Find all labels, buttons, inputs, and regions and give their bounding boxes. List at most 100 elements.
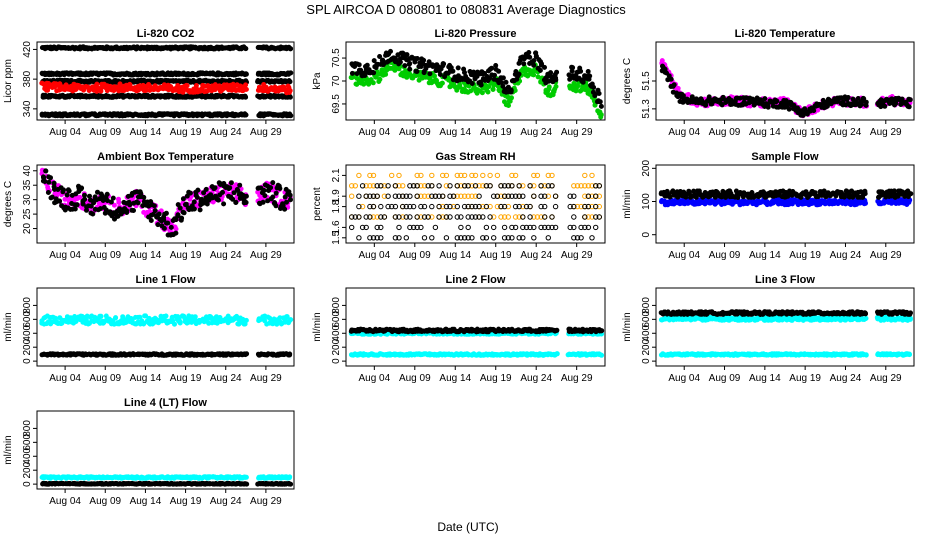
x-tick-label: Aug 19 <box>480 250 512 261</box>
series-black <box>39 351 293 358</box>
data-point <box>508 95 514 101</box>
data-point <box>287 352 293 358</box>
data-point <box>243 200 249 206</box>
data-point <box>168 224 174 230</box>
x-tick-label: Aug 04 <box>49 373 81 384</box>
series-ref-low <box>39 111 294 119</box>
data-point <box>66 188 72 194</box>
data-point <box>429 235 435 241</box>
x-tick-label: Aug 29 <box>870 250 902 261</box>
data-point <box>593 224 599 231</box>
data-points <box>659 58 913 119</box>
x-tick-label: Aug 24 <box>210 250 242 261</box>
data-point <box>356 193 362 199</box>
data-point <box>163 313 169 319</box>
data-point <box>587 73 593 79</box>
x-tick-label: Aug 19 <box>170 250 202 261</box>
data-point <box>364 62 370 68</box>
data-point <box>585 69 591 75</box>
data-point <box>404 52 410 58</box>
data-point <box>262 193 268 199</box>
x-tick-label: Aug 04 <box>49 127 81 138</box>
panel-title: Li-820 CO2 <box>137 28 194 40</box>
data-point <box>243 112 249 118</box>
data-point <box>841 194 847 200</box>
data-point <box>762 96 768 102</box>
data-point <box>51 180 57 186</box>
data-point <box>426 75 432 81</box>
x-tick-label: Aug 24 <box>520 250 552 261</box>
x-tick-label: Aug 09 <box>89 250 121 261</box>
data-point <box>180 196 186 202</box>
y-tick-label: 800 <box>22 297 33 314</box>
data-point <box>407 66 413 72</box>
y-axis-label: percent <box>312 187 323 221</box>
x-tick-label: Aug 09 <box>709 127 741 138</box>
data-point <box>243 94 249 100</box>
x-tick-label: Aug 14 <box>130 373 162 384</box>
x-tick-label: Aug 29 <box>561 250 593 261</box>
data-point <box>429 172 435 179</box>
data-point <box>589 172 595 179</box>
data-point <box>541 64 547 70</box>
y-tick-label: 35 <box>22 179 33 191</box>
x-tick-label: Aug 14 <box>749 127 781 138</box>
data-point <box>668 76 674 82</box>
data-point <box>552 203 559 210</box>
data-point <box>161 225 167 231</box>
series-ref-upper <box>39 70 294 78</box>
data-point <box>377 76 383 82</box>
data-point <box>597 99 603 105</box>
data-point <box>496 68 502 74</box>
data-point <box>138 191 144 197</box>
data-point <box>243 71 249 77</box>
data-point <box>786 106 792 112</box>
data-point <box>414 69 420 75</box>
data-point <box>573 88 579 94</box>
data-point <box>60 187 66 193</box>
data-point <box>455 65 461 71</box>
data-point <box>46 179 52 185</box>
data-point <box>531 235 537 241</box>
data-point <box>177 319 183 325</box>
data-point <box>508 88 514 94</box>
data-point <box>450 68 456 74</box>
data-point <box>287 88 293 94</box>
data-point <box>483 224 490 231</box>
data-point <box>441 61 447 67</box>
data-point <box>545 235 551 241</box>
x-tick-label: Aug 19 <box>480 127 512 138</box>
y-tick-label: 200 <box>641 160 652 177</box>
data-point <box>173 226 179 232</box>
data-point <box>671 82 677 88</box>
data-point <box>187 190 193 196</box>
data-point <box>277 186 283 192</box>
data-point <box>537 67 543 73</box>
data-point <box>243 82 249 88</box>
data-point <box>546 84 552 90</box>
data-point <box>432 224 439 231</box>
panel-title: Line 2 Flow <box>446 274 506 286</box>
data-point <box>667 194 673 200</box>
y-tick-label: 51.5 <box>641 71 652 91</box>
data-point <box>349 70 355 76</box>
x-tick-label: Aug 14 <box>130 127 162 138</box>
data-point <box>151 203 157 209</box>
y-axis-label: degrees C <box>3 181 14 227</box>
data-point <box>177 205 183 211</box>
data-point <box>244 351 250 357</box>
data-point <box>233 199 239 205</box>
data-point <box>362 73 368 79</box>
x-tick-label: Aug 29 <box>870 127 902 138</box>
data-point <box>396 224 402 231</box>
data-point <box>552 193 559 199</box>
data-point <box>387 48 393 54</box>
data-point <box>349 224 355 231</box>
x-axis: Aug 04 Aug 09 Aug 14 Aug 19 Aug 24 Aug 29 <box>49 366 282 384</box>
data-point <box>429 203 435 210</box>
data-point <box>197 207 203 213</box>
data-point <box>396 172 402 179</box>
